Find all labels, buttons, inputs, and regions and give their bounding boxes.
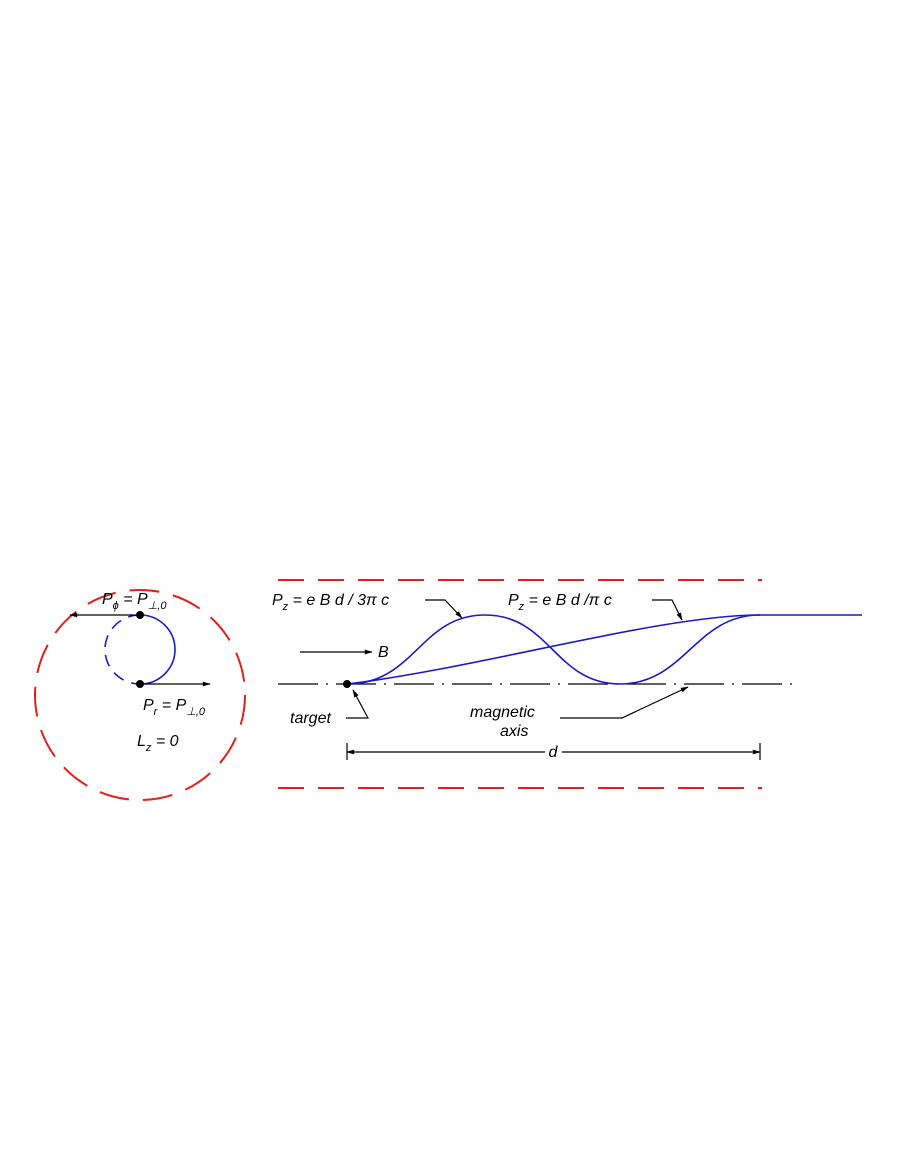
subscript: r [154,706,159,718]
point [136,680,144,688]
subscript: ⊥,0 [186,706,206,718]
label: Pz = e B d /π c [508,592,612,613]
label-text: = e B d /π c [524,592,612,609]
label-text: P [508,592,519,609]
label-text: = 0 [151,733,178,750]
point [136,611,144,619]
orbit-dashed [104,614,141,685]
label: Pz = e B d / 3π c [272,592,389,613]
label-text: P [102,591,113,608]
leader [560,686,689,719]
trajectory-pi [346,614,761,685]
label: d [549,744,559,761]
subscript: ⊥,0 [148,600,168,612]
label-text: target [290,710,331,727]
label-text: axis [500,723,528,740]
label: axis [500,723,528,740]
label: Pr = P⊥,0 [143,697,206,718]
label-text: B [378,644,389,661]
subscript: z [145,742,152,754]
subscript: z [518,601,525,613]
label-text: = e B d / 3π c [288,592,389,609]
outer-boundary [34,589,246,801]
orbit-solid [139,614,176,685]
label-text: L [137,733,146,750]
label-text: = P [119,591,148,608]
leader [652,599,683,621]
label: target [290,710,331,727]
subscript: ϕ [113,600,119,612]
label-text: P [272,592,283,609]
label: magnetic [470,704,535,721]
label: B [378,644,389,661]
leader [425,599,463,619]
label-text: = P [157,697,186,714]
subscript: z [282,601,289,613]
trajectory-3pi [346,614,862,685]
label-text: d [549,744,559,761]
label-text: P [143,697,154,714]
label: Pϕ = P⊥,0 [102,591,167,612]
target-point [343,680,351,688]
label-text: magnetic [470,704,535,721]
label: Lz = 0 [137,733,179,754]
leader [346,689,370,719]
